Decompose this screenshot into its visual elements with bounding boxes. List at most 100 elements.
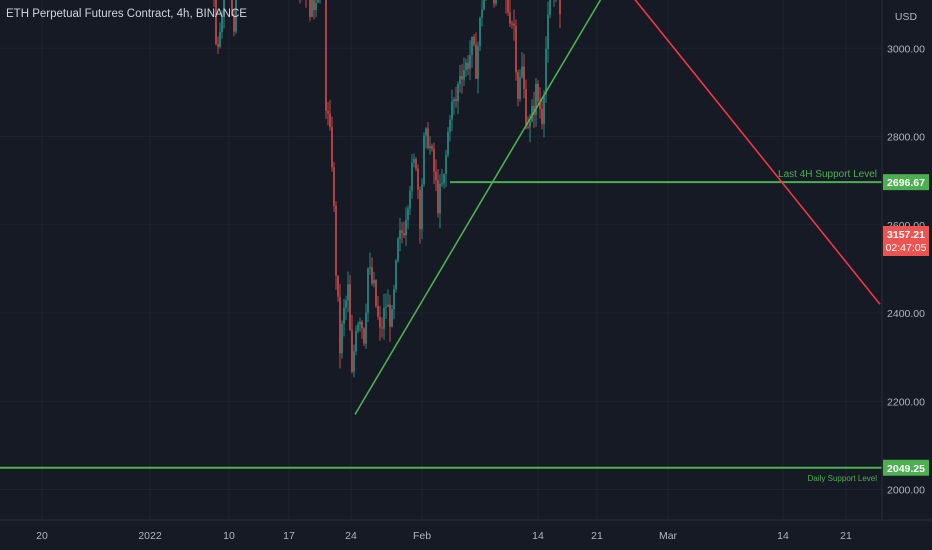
- candle-body: [495, 0, 497, 4]
- price-tick-label: 2400.00: [887, 308, 925, 320]
- candle-body: [469, 54, 471, 69]
- candle-body: [335, 205, 337, 276]
- candle-body: [399, 230, 401, 239]
- candle-countdown: 02:47:05: [886, 242, 927, 254]
- candle-body: [339, 296, 341, 354]
- uptrend-trendline: [354, 0, 602, 415]
- candle-body: [233, 15, 235, 32]
- candle-body: [329, 113, 331, 128]
- candle-body: [549, 0, 551, 15]
- price-tick-label: 2000.00: [887, 485, 925, 497]
- candle-body: [511, 23, 513, 25]
- candle-body: [315, 2, 317, 10]
- candle-body: [525, 89, 527, 127]
- candle-body: [397, 238, 399, 261]
- time-tick-label: Feb: [413, 530, 431, 542]
- candle-body: [451, 101, 453, 120]
- level-price-tag: [883, 174, 929, 191]
- trendlines: [354, 0, 881, 415]
- candle-body: [429, 146, 431, 148]
- candle-body: [465, 62, 467, 70]
- candle-body: [545, 48, 547, 95]
- candle-body: [453, 99, 455, 102]
- time-tick-label: 2022: [138, 530, 162, 542]
- candle-body: [309, 0, 311, 17]
- chart-title: ETH Perpetual Futures Contract, 4h, BINA…: [6, 8, 247, 20]
- candle-body: [475, 44, 477, 79]
- candle-body: [531, 105, 533, 122]
- candle-body: [311, 0, 313, 17]
- candle-body: [447, 131, 449, 156]
- level-price-label: 2049.25: [887, 463, 925, 475]
- candle-body: [343, 307, 345, 324]
- time-tick-label: 20: [36, 530, 48, 542]
- candle-body: [409, 190, 411, 209]
- candle-body: [443, 173, 445, 184]
- level-price-label: 2696.67: [887, 177, 925, 189]
- candle-body: [415, 158, 417, 169]
- candle-body: [393, 289, 395, 310]
- candle-body: [365, 312, 367, 344]
- candle-body: [327, 111, 329, 114]
- candle-body: [373, 280, 375, 284]
- time-axis[interactable]: 20 2022 10 17 24 Feb 14 21 Mar 14 21: [36, 530, 852, 542]
- candle-body: [223, 0, 225, 16]
- candle-body: [221, 15, 223, 33]
- candle-body: [507, 0, 509, 13]
- candle-body: [337, 275, 339, 297]
- price-tick-label: 2800.00: [887, 132, 925, 144]
- level-price-tag: [883, 459, 929, 476]
- candle-body: [427, 128, 429, 148]
- candle-body: [513, 23, 515, 26]
- candle-body: [407, 208, 409, 220]
- candle-body: [515, 25, 517, 73]
- candle-body: [523, 66, 525, 90]
- candle-body: [403, 232, 405, 236]
- candle-body: [359, 321, 361, 325]
- candle-body: [439, 183, 441, 214]
- candle-body: [235, 0, 237, 32]
- candle-body: [401, 230, 403, 233]
- candle-body: [357, 324, 359, 332]
- candle-body: [375, 280, 377, 307]
- level-label: Last 4H Support Level: [778, 169, 877, 180]
- candle-body: [367, 268, 369, 313]
- candle-body: [519, 77, 521, 100]
- candle-body: [217, 44, 219, 47]
- candle-body: [395, 260, 397, 290]
- candle-body: [517, 72, 519, 100]
- candle-body: [413, 158, 415, 163]
- candle-body: [353, 351, 355, 372]
- candle-body: [457, 84, 459, 102]
- candle-body: [387, 304, 389, 307]
- candle-body: [391, 309, 393, 327]
- price-axis[interactable]: 2000.002200.002400.002600.002800.003000.…: [887, 0, 925, 497]
- currency-label: USD: [895, 11, 918, 23]
- candle-body: [471, 36, 473, 55]
- candle-body: [479, 17, 481, 47]
- candle-body: [385, 306, 387, 308]
- candle-body: [381, 327, 383, 329]
- candle-body: [423, 135, 425, 185]
- price-tags: 4001.133785.563679.893586.473185.422696.…: [883, 174, 929, 476]
- candle-body: [433, 148, 435, 172]
- candle-body: [481, 9, 483, 18]
- current-price-tag-box: [883, 226, 929, 256]
- candle-body: [449, 119, 451, 132]
- candle-body: [361, 321, 363, 329]
- candle-body: [341, 323, 343, 354]
- candle-body: [467, 62, 469, 69]
- candle-body: [435, 171, 437, 181]
- candle-body: [441, 183, 443, 185]
- candle-body: [559, 0, 561, 14]
- candle-body: [455, 99, 457, 102]
- candle-body: [521, 66, 523, 78]
- candle-body: [371, 267, 373, 284]
- candle-body: [383, 307, 385, 329]
- candle-body: [347, 284, 349, 301]
- time-tick-label: 21: [591, 530, 603, 542]
- candle-body: [459, 75, 461, 85]
- candle-body: [313, 0, 315, 10]
